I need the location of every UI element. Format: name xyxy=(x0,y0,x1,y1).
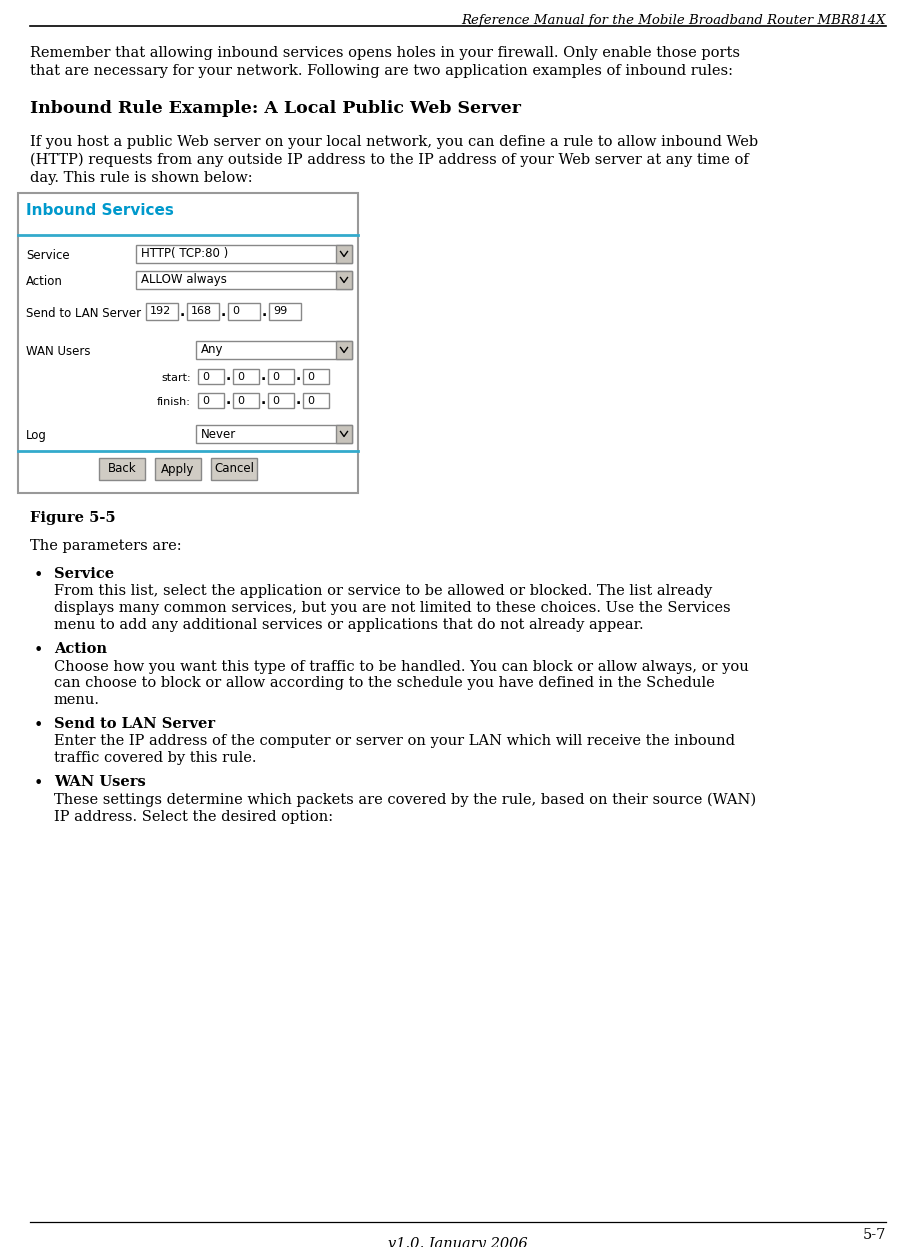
FancyBboxPatch shape xyxy=(136,244,352,263)
Text: Send to LAN Server: Send to LAN Server xyxy=(54,717,215,731)
FancyBboxPatch shape xyxy=(336,340,352,359)
Text: that are necessary for your network. Following are two application examples of i: that are necessary for your network. Fol… xyxy=(30,64,733,79)
Text: If you host a public Web server on your local network, you can define a rule to : If you host a public Web server on your … xyxy=(30,135,758,148)
Text: WAN Users: WAN Users xyxy=(54,776,146,789)
Text: 168: 168 xyxy=(191,307,213,317)
FancyBboxPatch shape xyxy=(187,303,219,320)
Text: 99: 99 xyxy=(273,307,288,317)
Text: .: . xyxy=(260,394,266,408)
Text: 0: 0 xyxy=(307,372,314,382)
Text: 0: 0 xyxy=(202,395,209,405)
Text: 0: 0 xyxy=(272,395,279,405)
FancyBboxPatch shape xyxy=(155,458,201,480)
FancyBboxPatch shape xyxy=(146,303,178,320)
Text: •: • xyxy=(34,776,43,793)
Text: WAN Users: WAN Users xyxy=(26,345,91,358)
Text: The parameters are:: The parameters are: xyxy=(30,539,181,552)
FancyBboxPatch shape xyxy=(136,271,352,289)
Text: .: . xyxy=(295,394,300,408)
FancyBboxPatch shape xyxy=(211,458,257,480)
FancyBboxPatch shape xyxy=(196,340,352,359)
FancyBboxPatch shape xyxy=(198,393,224,408)
FancyBboxPatch shape xyxy=(303,369,329,384)
Text: These settings determine which packets are covered by the rule, based on their s: These settings determine which packets a… xyxy=(54,793,756,807)
Text: menu to add any additional services or applications that do not already appear.: menu to add any additional services or a… xyxy=(54,617,644,631)
FancyBboxPatch shape xyxy=(336,244,352,263)
Text: Inbound Rule Example: A Local Public Web Server: Inbound Rule Example: A Local Public Web… xyxy=(30,100,521,117)
Text: .: . xyxy=(225,369,231,384)
Text: 0: 0 xyxy=(237,395,244,405)
Text: 5-7: 5-7 xyxy=(863,1228,886,1242)
Text: (HTTP) requests from any outside IP address to the IP address of your Web server: (HTTP) requests from any outside IP addr… xyxy=(30,153,748,167)
Text: Any: Any xyxy=(201,343,224,357)
Text: Send to LAN Server: Send to LAN Server xyxy=(26,307,141,320)
Text: From this list, select the application or service to be allowed or blocked. The : From this list, select the application o… xyxy=(54,585,713,599)
FancyBboxPatch shape xyxy=(99,458,145,480)
FancyBboxPatch shape xyxy=(336,271,352,289)
Text: .: . xyxy=(180,304,185,318)
Text: .: . xyxy=(225,394,231,408)
FancyBboxPatch shape xyxy=(303,393,329,408)
Text: Figure 5-5: Figure 5-5 xyxy=(30,511,115,525)
FancyBboxPatch shape xyxy=(268,393,294,408)
Text: 0: 0 xyxy=(237,372,244,382)
FancyBboxPatch shape xyxy=(228,303,260,320)
Text: start:: start: xyxy=(161,373,191,383)
Text: finish:: finish: xyxy=(158,397,191,407)
Text: v1.0, January 2006: v1.0, January 2006 xyxy=(388,1237,528,1247)
Text: .: . xyxy=(295,369,300,384)
Text: Back: Back xyxy=(108,463,136,475)
Text: Reference Manual for the Mobile Broadband Router MBR814X: Reference Manual for the Mobile Broadban… xyxy=(462,14,886,27)
Text: 0: 0 xyxy=(272,372,279,382)
Text: Enter the IP address of the computer or server on your LAN which will receive th: Enter the IP address of the computer or … xyxy=(54,734,735,748)
Text: Action: Action xyxy=(26,276,63,288)
Text: day. This rule is shown below:: day. This rule is shown below: xyxy=(30,171,253,185)
Text: can choose to block or allow according to the schedule you have defined in the S: can choose to block or allow according t… xyxy=(54,676,714,690)
Text: •: • xyxy=(34,567,43,584)
Text: Choose how you want this type of traffic to be handled. You can block or allow a: Choose how you want this type of traffic… xyxy=(54,660,748,673)
Text: 0: 0 xyxy=(307,395,314,405)
FancyBboxPatch shape xyxy=(18,193,358,493)
Text: Apply: Apply xyxy=(161,463,195,475)
Text: 0: 0 xyxy=(202,372,209,382)
FancyBboxPatch shape xyxy=(233,393,259,408)
Text: Cancel: Cancel xyxy=(214,463,254,475)
Text: .: . xyxy=(261,304,267,318)
Text: .: . xyxy=(221,304,225,318)
Text: Log: Log xyxy=(26,429,47,441)
Text: •: • xyxy=(34,717,43,734)
Text: Action: Action xyxy=(54,642,107,656)
Text: ALLOW always: ALLOW always xyxy=(141,273,227,287)
FancyBboxPatch shape xyxy=(269,303,301,320)
FancyBboxPatch shape xyxy=(336,425,352,443)
Text: Service: Service xyxy=(54,567,114,581)
Text: Service: Service xyxy=(26,249,70,262)
Text: Never: Never xyxy=(201,428,236,440)
FancyBboxPatch shape xyxy=(198,369,224,384)
Text: HTTP( TCP:80 ): HTTP( TCP:80 ) xyxy=(141,247,228,261)
Text: menu.: menu. xyxy=(54,692,100,707)
FancyBboxPatch shape xyxy=(268,369,294,384)
Text: 192: 192 xyxy=(150,307,171,317)
Text: traffic covered by this rule.: traffic covered by this rule. xyxy=(54,751,256,764)
Text: displays many common services, but you are not limited to these choices. Use the: displays many common services, but you a… xyxy=(54,601,731,615)
Text: 0: 0 xyxy=(232,307,239,317)
Text: •: • xyxy=(34,642,43,658)
Text: .: . xyxy=(260,369,266,384)
FancyBboxPatch shape xyxy=(196,425,352,443)
FancyBboxPatch shape xyxy=(233,369,259,384)
Text: Inbound Services: Inbound Services xyxy=(26,203,174,218)
Text: IP address. Select the desired option:: IP address. Select the desired option: xyxy=(54,809,333,823)
Text: Remember that allowing inbound services opens holes in your firewall. Only enabl: Remember that allowing inbound services … xyxy=(30,46,740,60)
